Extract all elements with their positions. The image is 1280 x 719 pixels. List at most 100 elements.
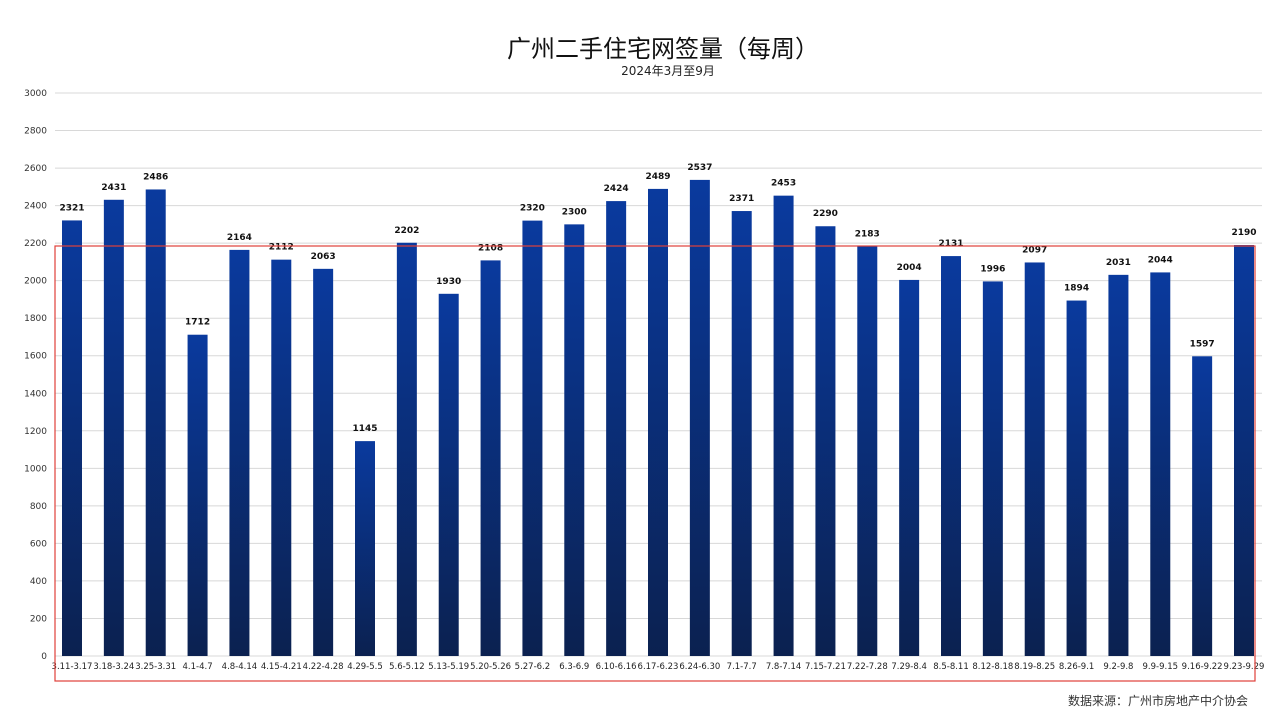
data-label: 1145 (352, 424, 377, 434)
bar (1066, 300, 1087, 656)
highlight-box (54, 245, 1256, 682)
x-tick-label: 4.22-4.28 (303, 662, 344, 672)
data-label: 2290 (813, 209, 838, 219)
data-label: 1894 (1064, 284, 1089, 294)
y-tick-label: 800 (30, 502, 47, 512)
bar (857, 246, 878, 656)
y-tick-label: 200 (30, 614, 47, 624)
x-tick-label: 5.6-5.12 (389, 662, 425, 672)
data-label: 2108 (478, 243, 503, 253)
y-tick-label: 400 (30, 577, 47, 587)
bar (1024, 262, 1045, 656)
y-tick-label: 1000 (24, 464, 47, 474)
y-tick-label: 0 (41, 652, 47, 662)
bar (480, 260, 501, 656)
x-tick-label: 4.1-4.7 (183, 662, 213, 672)
x-tick-label: 9.2-9.8 (1103, 662, 1133, 672)
x-tick-label: 8.12-8.18 (972, 662, 1013, 672)
y-tick-label: 1600 (24, 352, 47, 362)
data-label: 2486 (143, 172, 168, 182)
bar (271, 259, 292, 656)
bar (438, 293, 459, 656)
bar (103, 199, 124, 656)
x-tick-label: 4.29-5.5 (347, 662, 383, 672)
y-axis: 0 200 400 600 800 1000 1200 1400 1600 1800 2000 220… (24, 89, 47, 662)
data-label: 2004 (897, 263, 922, 273)
x-tick-label: 5.20-5.26 (470, 662, 511, 672)
bar (1108, 274, 1129, 656)
y-tick-label: 3000 (24, 89, 47, 99)
x-tick-label: 7.8-7.14 (766, 662, 802, 672)
bar (1192, 356, 1213, 656)
x-tick-label: 9.16-9.22 (1182, 662, 1223, 672)
bar (815, 226, 836, 656)
x-tick-label: 7.15-7.21 (805, 662, 846, 672)
bar (648, 188, 668, 657)
bar (731, 211, 752, 656)
x-tick-label: 7.22-7.28 (847, 662, 888, 672)
data-label: 2063 (311, 252, 336, 262)
y-tick-label: 2800 (24, 127, 47, 137)
x-tick-label: 4.15-4.21 (261, 662, 302, 672)
data-label: 2183 (855, 229, 880, 239)
data-label: 2537 (687, 163, 712, 173)
bar (899, 279, 920, 656)
data-label: 2431 (101, 183, 126, 193)
data-label: 1996 (980, 264, 1005, 274)
data-label: 2371 (729, 194, 754, 204)
bar (62, 220, 82, 656)
y-tick-label: 1200 (24, 427, 47, 437)
x-tick-label: 5.27-6.2 (515, 662, 551, 672)
data-label: 2190 (1231, 228, 1256, 238)
x-axis: 3.11-3.17 3.18-3.24 3.25-3.31 4.1-4.7 4.8-4.… (52, 662, 1265, 672)
data-label: 2320 (520, 204, 545, 214)
bar (313, 268, 334, 656)
bar (355, 441, 375, 656)
bar (564, 224, 585, 656)
x-tick-label: 8.5-8.11 (933, 662, 969, 672)
bar (522, 220, 543, 656)
bar (396, 242, 417, 656)
y-tick-label: 1400 (24, 389, 47, 399)
chart-title: 广州二手住宅网签量（每周） (507, 35, 819, 63)
bar (982, 281, 1003, 656)
x-tick-label: 3.11-3.17 (52, 662, 93, 672)
data-label: 2112 (269, 243, 294, 253)
data-label: 2131 (938, 239, 963, 249)
x-tick-label: 7.1-7.7 (727, 662, 757, 672)
x-tick-label: 5.13-5.19 (428, 662, 469, 672)
x-tick-label: 3.25-3.31 (135, 662, 176, 672)
x-tick-label: 9.23-9.29 (1224, 662, 1265, 672)
data-label: 2453 (771, 179, 796, 189)
bar (689, 179, 710, 657)
data-label: 2097 (1022, 245, 1047, 255)
data-label: 2044 (1148, 255, 1173, 265)
bar-series (62, 179, 1254, 657)
data-label: 1712 (185, 318, 210, 328)
x-tick-label: 9.9-9.15 (1143, 662, 1179, 672)
y-tick-label: 2200 (24, 239, 47, 249)
y-tick-label: 600 (30, 539, 47, 549)
chart-subtitle: 2024年3月至9月 (621, 64, 715, 78)
x-tick-label: 3.18-3.24 (93, 662, 134, 672)
bar (187, 334, 208, 656)
data-label: 1597 (1190, 339, 1215, 349)
y-tick-label: 2400 (24, 202, 47, 212)
data-label: 2202 (394, 226, 419, 236)
x-tick-label: 6.17-6.23 (638, 662, 679, 672)
data-label: 2300 (562, 207, 587, 217)
x-tick-label: 8.19-8.25 (1014, 662, 1055, 672)
bar (229, 249, 250, 656)
bar (1150, 272, 1171, 656)
x-tick-label: 8.26-9.1 (1059, 662, 1095, 672)
y-tick-label: 1800 (24, 314, 47, 324)
x-tick-label: 4.8-4.14 (222, 662, 258, 672)
bar (145, 189, 166, 656)
data-label: 2031 (1106, 258, 1131, 268)
bar (606, 201, 627, 656)
y-tick-label: 2600 (24, 164, 47, 174)
bar (1234, 245, 1254, 656)
bar (941, 256, 961, 656)
bar (773, 195, 794, 656)
